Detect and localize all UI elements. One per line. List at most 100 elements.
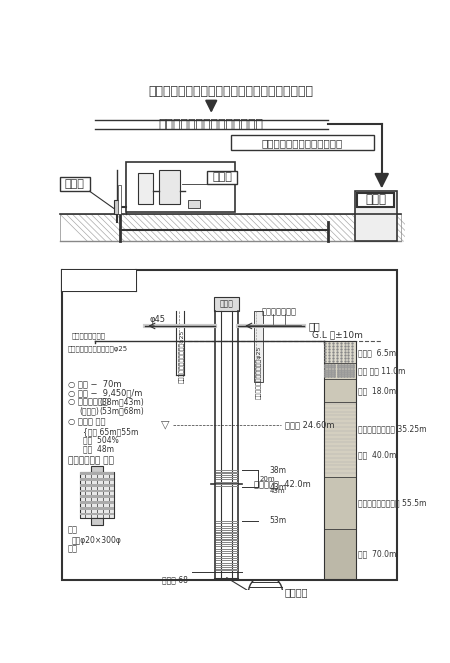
Bar <box>80 501 114 504</box>
Text: 容量  504%: 容量 504% <box>83 436 119 444</box>
Bar <box>113 200 120 214</box>
Text: {口径 65m・55m: {口径 65m・55m <box>83 427 139 436</box>
Bar <box>216 486 238 487</box>
Bar <box>357 193 394 207</box>
Text: ○ ポンプ 実績: ○ ポンプ 実績 <box>68 418 105 427</box>
Text: 受水槽: 受水槽 <box>365 193 386 206</box>
Text: (53m〜68m): (53m〜68m) <box>99 406 144 415</box>
Text: 砂砖  70.0m: 砂砖 70.0m <box>359 550 397 558</box>
Text: テフラ  6.5m: テフラ 6.5m <box>359 348 396 357</box>
Bar <box>63 270 136 291</box>
Text: 秦野市水道２号注水井概要図: 秦野市水道２号注水井概要図 <box>261 138 342 148</box>
Bar <box>216 481 238 483</box>
Bar <box>232 310 239 579</box>
Bar <box>216 565 238 566</box>
Bar <box>324 477 356 529</box>
Bar <box>60 177 90 191</box>
Bar <box>355 191 397 241</box>
Text: 渋地下水位測定用パイプφ25: 渋地下水位測定用パイプφ25 <box>256 345 261 399</box>
Text: ポンプ位置  42.0m: ポンプ位置 42.0m <box>254 479 310 488</box>
Text: 渠地下水位測定用: 渠地下水位測定用 <box>72 332 106 339</box>
Text: ○ 深度 −  70m: ○ 深度 − 70m <box>68 379 122 389</box>
Bar <box>216 523 238 524</box>
Bar <box>216 470 238 471</box>
Bar <box>324 379 356 402</box>
Text: 注水: 注水 <box>308 321 320 331</box>
Bar <box>216 562 238 564</box>
Bar <box>216 479 238 481</box>
Text: パイプ 68: パイプ 68 <box>162 575 188 585</box>
Bar <box>324 529 356 579</box>
Bar <box>158 170 180 204</box>
Bar <box>138 174 153 204</box>
Text: 静水位 24.60m: 静水位 24.60m <box>285 420 334 429</box>
Text: 株不二家秦野工場による揚水（企業所有の井戸）: 株不二家秦野工場による揚水（企業所有の井戸） <box>148 86 313 98</box>
Bar <box>188 200 200 208</box>
Text: 砂砖  18.0m: 砂砖 18.0m <box>359 386 396 395</box>
Text: 43m: 43m <box>270 488 285 494</box>
Bar <box>80 484 114 487</box>
Bar <box>216 567 238 568</box>
Bar <box>216 570 238 571</box>
Bar <box>91 466 103 472</box>
Bar <box>80 495 114 498</box>
Text: ろ過機: ろ過機 <box>212 172 232 182</box>
Bar <box>216 558 238 559</box>
Text: (細眼粒): (細眼粒) <box>80 406 99 415</box>
Bar <box>80 507 114 510</box>
Text: 孔柱: 孔柱 <box>68 545 78 554</box>
Text: 砂研 相上 11.0m: 砂研 相上 11.0m <box>359 367 406 375</box>
Bar <box>216 530 238 531</box>
Bar <box>214 297 239 310</box>
Text: 継輪: 継輪 <box>68 526 78 534</box>
Bar <box>216 477 238 478</box>
Bar <box>80 472 114 475</box>
Text: 38m: 38m <box>270 465 286 475</box>
Bar <box>216 537 238 538</box>
Text: 水位計: 水位計 <box>220 299 234 308</box>
Bar <box>324 341 356 579</box>
Text: 砂砖  40.0m: 砂砖 40.0m <box>359 450 397 459</box>
Text: 工場内の循環冷却水として使用: 工場内の循環冷却水として使用 <box>159 118 264 131</box>
Text: ○ 口径 −  9,450㍑/m: ○ 口径 − 9,450㍑/m <box>68 389 142 397</box>
Text: φ45: φ45 <box>149 316 165 324</box>
Bar <box>207 171 237 184</box>
Bar <box>230 135 374 151</box>
Text: 調節弁メーター: 調節弁メーター <box>261 308 297 317</box>
Bar <box>216 542 238 543</box>
Bar <box>80 512 114 515</box>
Bar <box>216 553 238 554</box>
Bar <box>216 532 238 534</box>
Bar <box>118 185 122 214</box>
Bar <box>216 475 238 476</box>
Text: (38m〜43m): (38m〜43m) <box>99 398 144 406</box>
Bar <box>216 556 238 557</box>
Bar <box>126 162 234 212</box>
Bar <box>216 549 238 550</box>
Text: 渠地下水位測定用パイプφ25: 渠地下水位測定用パイプφ25 <box>68 345 128 352</box>
Bar <box>216 544 238 545</box>
Text: 井戸底置: 井戸底置 <box>285 587 308 597</box>
Bar <box>254 310 263 382</box>
Bar <box>216 528 238 529</box>
Text: 揚程  48m: 揚程 48m <box>83 444 114 453</box>
Bar <box>216 546 238 548</box>
Text: 粉貪粘土（斑砂石） 55.5m: 粉貪粘土（斑砂石） 55.5m <box>359 499 427 508</box>
Bar <box>80 489 114 493</box>
Text: ○ ストレーナー: ○ ストレーナー <box>68 398 108 406</box>
Text: 43m: 43m <box>270 483 287 491</box>
Bar <box>63 270 397 580</box>
Bar <box>216 484 238 485</box>
Text: 20m: 20m <box>259 475 275 481</box>
Text: 長さφ20×300φ: 長さφ20×300φ <box>72 536 122 544</box>
Bar <box>324 341 356 363</box>
Bar <box>216 560 238 562</box>
Bar <box>60 214 401 241</box>
Text: 粉貪土（斑砂石） 35.25m: 粉貪土（斑砂石） 35.25m <box>359 424 427 433</box>
Bar <box>324 402 356 477</box>
Bar <box>80 478 114 481</box>
Text: ▽: ▽ <box>161 420 169 430</box>
Bar <box>216 521 238 522</box>
Text: 注水井: 注水井 <box>65 179 85 189</box>
Bar <box>91 518 103 524</box>
